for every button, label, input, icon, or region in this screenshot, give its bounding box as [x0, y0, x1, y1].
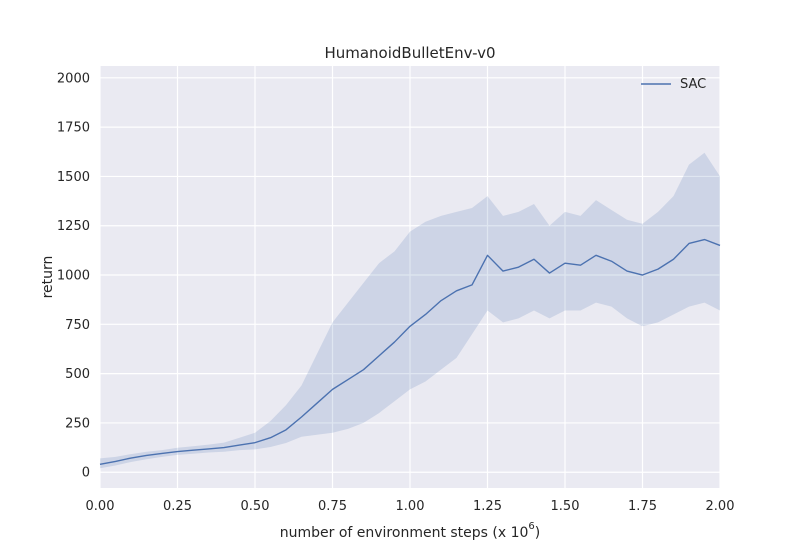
y-tick-label: 0: [82, 466, 90, 481]
y-axis-label: return: [40, 256, 56, 299]
y-tick-labels: 0 250 500 750 1000 1250 1500 1750 2000: [57, 71, 90, 480]
series-line-layer: [99, 238, 721, 466]
y-tick-label: 2000: [57, 71, 90, 86]
x-tick-label: 0.25: [163, 499, 192, 514]
legend: SAC: [641, 77, 706, 92]
x-tick-label: 1.75: [628, 499, 657, 514]
legend-label-sac: SAC: [680, 77, 706, 92]
grid-lines: [99, 66, 721, 488]
chart-title: HumanoidBulletEnv-v0: [324, 44, 495, 62]
x-tick-label: 2.00: [706, 499, 735, 514]
x-tick-label: 0.75: [318, 499, 347, 514]
x-tick-label: 1.00: [396, 499, 425, 514]
y-tick-label: 1500: [57, 170, 90, 185]
y-tick-label: 500: [65, 367, 90, 382]
x-tick-labels: 0.00 0.25 0.50 0.75 1.00 1.25 1.50 1.75 2.00: [86, 499, 735, 514]
y-tick-label: 1750: [57, 121, 90, 136]
x-tick-label: 0.00: [86, 499, 115, 514]
y-tick-label: 1000: [57, 269, 90, 284]
y-tick-label: 1250: [57, 219, 90, 234]
y-tick-label: 750: [65, 318, 90, 333]
y-tick-label: 250: [65, 416, 90, 431]
x-axis-label: number of environment steps (x 106): [280, 521, 541, 541]
x-tick-label: 1.25: [473, 499, 502, 514]
confidence-band-layer: [100, 152, 720, 469]
confidence-band-sac: [100, 152, 720, 469]
series-line-sac: [99, 238, 721, 466]
x-tick-label: 0.50: [241, 499, 270, 514]
x-tick-label: 1.50: [551, 499, 580, 514]
